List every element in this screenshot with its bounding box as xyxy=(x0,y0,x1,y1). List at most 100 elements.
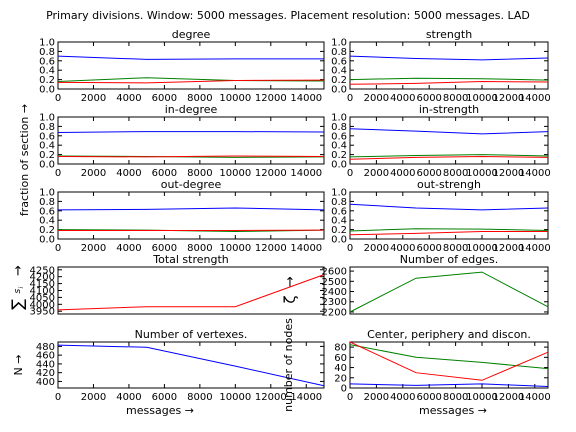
series-line-0 xyxy=(57,207,325,211)
x-tick-label: 14000 xyxy=(290,168,322,179)
y-tick-label: 1.0 xyxy=(39,38,55,49)
panel-3: in-strength 0.00.20.40.60.81.0 0 2000 4000 60… xyxy=(331,103,551,179)
y-tick-label: 0.2 xyxy=(39,75,55,86)
y-tick-label: 2400 xyxy=(322,287,347,298)
series-line-2 xyxy=(349,80,549,85)
x-tick-label: 2000 xyxy=(364,168,389,179)
y-tick-label: 0.6 xyxy=(39,131,55,142)
series-line-2 xyxy=(349,231,548,236)
x-tick-label: 14000 xyxy=(290,93,322,104)
x-tick-label: 8000 xyxy=(443,392,468,403)
x-tick-label: 10000 xyxy=(466,392,498,403)
y-tick-label: 0.2 xyxy=(39,150,55,161)
y-tick-label: 4100 xyxy=(30,286,55,297)
y-axis-label: N → xyxy=(12,355,25,376)
x-tick-label: 12000 xyxy=(255,168,287,179)
y-tick-label: 1.0 xyxy=(39,188,55,199)
x-tick-label: 10000 xyxy=(466,93,498,104)
y-tick-label: 0.2 xyxy=(331,150,347,161)
figure-suptitle: Primary divisions. Window: 5000 messages… xyxy=(46,9,530,22)
y-tick-label: 0.2 xyxy=(331,75,347,86)
y-tick-label: 60 xyxy=(334,353,347,364)
x-tick-label: 14000 xyxy=(519,392,551,403)
x-tick-label: 14000 xyxy=(519,243,551,254)
series-line-2 xyxy=(57,79,325,84)
x-tick-label: 6000 xyxy=(152,168,177,179)
x-tick-label: 8000 xyxy=(187,392,212,403)
plot-frame xyxy=(57,191,325,240)
y-tick-label: 0.4 xyxy=(39,66,55,77)
y-axis-label-sub: s xyxy=(13,289,23,294)
x-tick-label: 12000 xyxy=(255,392,287,403)
x-tick-label: 4000 xyxy=(390,243,415,254)
y-tick-label: 0 xyxy=(341,384,347,395)
series-line-2 xyxy=(57,155,325,158)
x-tick-label: 0 xyxy=(55,168,61,179)
x-tick-label: 8000 xyxy=(187,168,212,179)
y-tick-label: 0.8 xyxy=(331,197,347,208)
y-tick-label: 0.4 xyxy=(39,216,55,227)
y-tick-label: 400 xyxy=(36,377,55,388)
y-tick-label: 0.4 xyxy=(331,216,347,227)
x-tick-label: 6000 xyxy=(152,243,177,254)
x-tick-label: 4000 xyxy=(116,93,141,104)
y-tick-label: 2500 xyxy=(322,277,347,288)
y-tick-label: 0.0 xyxy=(39,160,55,171)
plot-frame xyxy=(349,41,549,90)
y-tick-label: 0.4 xyxy=(331,66,347,77)
x-tick-label: 8000 xyxy=(443,243,468,254)
x-tick-label: 6000 xyxy=(416,93,441,104)
x-tick-label: 14000 xyxy=(290,392,322,403)
y-tick-label: 4150 xyxy=(30,279,55,290)
x-tick-label: 4000 xyxy=(116,243,141,254)
x-tick-label: 0 xyxy=(347,168,353,179)
series-line-2 xyxy=(349,383,549,387)
x-tick-label: 2000 xyxy=(364,392,389,403)
panel-title: Number of edges. xyxy=(400,253,499,266)
y-tick-label: 0.8 xyxy=(39,47,55,58)
series-line-1 xyxy=(349,228,549,232)
series-line-0 xyxy=(349,271,549,313)
y-tick-label: 1.0 xyxy=(331,38,347,49)
panel-title: Total strength xyxy=(152,253,229,266)
x-tick-label: 12000 xyxy=(492,93,524,104)
x-tick-label: 8000 xyxy=(443,168,468,179)
panel-title: in-strength xyxy=(419,103,479,116)
x-tick-label: 4000 xyxy=(390,392,415,403)
y-tick-label: 80 xyxy=(334,343,347,354)
x-tick-label: 12000 xyxy=(255,93,287,104)
y-tick-label: 1.0 xyxy=(39,113,55,124)
y-tick-label: 4200 xyxy=(30,272,55,283)
y-tick-label: 480 xyxy=(36,342,55,353)
x-tick-label: 14000 xyxy=(519,168,551,179)
panel-0: degree 0.00.20.40.60.81.0 0 2000 4000 6000 800… xyxy=(39,28,325,104)
y-axis-label-glyph: ζ xyxy=(281,295,299,303)
series-line-0 xyxy=(57,131,325,133)
panel-title: Center, periphery and discon. xyxy=(367,328,531,341)
x-tick-label: 0 xyxy=(55,243,61,254)
x-tick-label: 8000 xyxy=(443,93,468,104)
panel-2: in-degree 0.00.20.40.60.81.0 0 2000 4000 6000… xyxy=(39,103,325,179)
x-tick-label: 10000 xyxy=(219,168,251,179)
y-tick-label: 4000 xyxy=(30,300,55,311)
plot-frame xyxy=(57,341,325,389)
series-line-0 xyxy=(349,203,549,211)
y-tick-label: 440 xyxy=(36,359,55,370)
y-tick-label: 2600 xyxy=(322,267,347,278)
y-tick-label: 0.6 xyxy=(39,206,55,217)
x-tick-label: 6000 xyxy=(152,392,177,403)
series-line-0 xyxy=(349,55,549,61)
y-tick-label: 0.2 xyxy=(39,225,55,236)
y-axis-label-arrow: → xyxy=(11,265,26,276)
x-tick-label: 12000 xyxy=(492,243,524,254)
panel-title: out-strengh xyxy=(417,178,481,191)
x-tick-label: 10000 xyxy=(219,243,251,254)
x-tick-label: 4000 xyxy=(116,168,141,179)
x-tick-label: 4000 xyxy=(390,93,415,104)
y-tick-label: 0.8 xyxy=(39,197,55,208)
x-tick-label: 8000 xyxy=(187,93,212,104)
